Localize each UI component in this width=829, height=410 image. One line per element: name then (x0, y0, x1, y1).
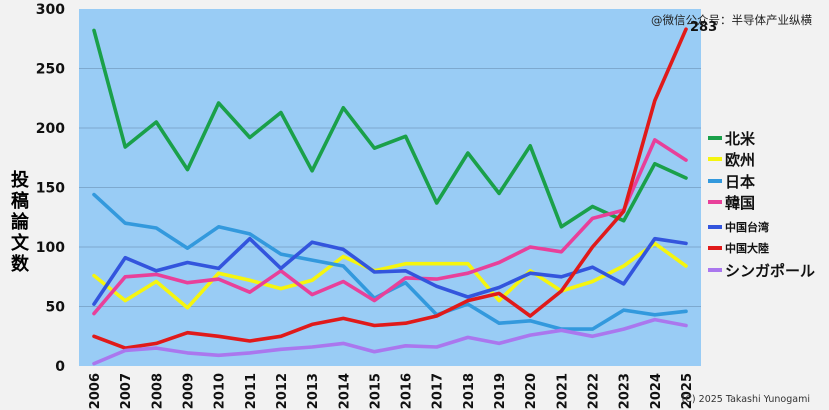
y-tick-label: 250 (36, 62, 65, 78)
x-tick-label: 2025 (680, 373, 695, 409)
legend-label: 韓国 (725, 194, 755, 212)
y-tick-label: 200 (36, 121, 65, 137)
legend-label: シンガポール (725, 262, 815, 280)
x-tick-label: 2016 (400, 373, 415, 409)
x-tick-label: 2022 (587, 373, 602, 409)
series-line (92, 317, 688, 366)
x-tick-label: 2023 (618, 373, 633, 409)
y-label-char: 稿 (11, 190, 29, 212)
y-axis-ticks: 0 50 100 150 200 250 300 (36, 2, 65, 375)
annotation-label: 283 (690, 20, 717, 35)
legend-label: 中国大陸 (725, 241, 769, 255)
x-tick-label: 2020 (524, 373, 539, 409)
series-lines (92, 27, 688, 366)
series-line (92, 241, 688, 310)
series-line (92, 236, 688, 306)
y-tick-label: 100 (36, 240, 65, 256)
y-label-char: 論 (11, 211, 30, 233)
y-tick-label: 150 (36, 181, 65, 197)
x-tick-label: 2021 (555, 373, 570, 409)
y-label-char: 文 (11, 232, 30, 254)
legend-label: 日本 (725, 173, 755, 191)
x-tick-label: 2024 (649, 373, 664, 409)
x-tick-label: 2011 (244, 373, 259, 409)
series-line (92, 138, 688, 316)
copyright-text: (C) 2025 Takashi Yunogami (682, 394, 810, 405)
y-label-char: 数 (11, 253, 30, 275)
x-tick-label: 2008 (150, 373, 165, 409)
x-tick-label: 2009 (181, 373, 196, 409)
legend-label: 欧州 (725, 151, 755, 169)
x-tick-label: 2013 (306, 373, 321, 409)
x-tick-label: 2015 (368, 373, 383, 409)
watermark-text: @微信公众号：半导体产业纵横 (651, 13, 812, 27)
series-line (92, 28, 688, 229)
x-axis-ticks: 2006 2007 2008 2009 2010 2011 2012 2013 2014 2015… (88, 373, 695, 409)
x-tick-label: 2010 (213, 373, 228, 409)
x-tick-label: 2014 (337, 373, 352, 409)
y-tick-label: 300 (36, 2, 65, 18)
x-tick-label: 2007 (119, 373, 134, 409)
x-tick-label: 2019 (493, 373, 508, 409)
legend-label: 中国台湾 (725, 220, 769, 234)
x-tick-label: 2017 (431, 373, 446, 409)
series-line (92, 27, 688, 350)
gridlines (79, 68, 701, 307)
x-tick-label: 2018 (462, 373, 477, 409)
x-tick-label: 2006 (88, 373, 103, 409)
y-label-char: 投 (11, 169, 29, 191)
y-tick-label: 0 (55, 359, 65, 375)
x-tick-label: 2012 (275, 373, 290, 409)
y-tick-label: 50 (46, 300, 66, 316)
legend-label: 北米 (725, 130, 756, 148)
